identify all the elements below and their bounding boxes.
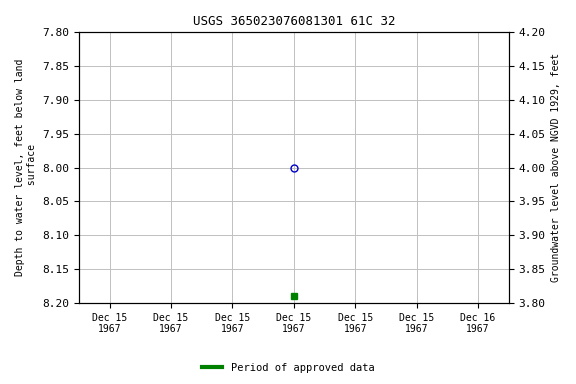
- Legend: Period of approved data: Period of approved data: [198, 359, 378, 377]
- Y-axis label: Groundwater level above NGVD 1929, feet: Groundwater level above NGVD 1929, feet: [551, 53, 561, 282]
- Y-axis label: Depth to water level, feet below land
 surface: Depth to water level, feet below land su…: [15, 59, 37, 276]
- Title: USGS 365023076081301 61C 32: USGS 365023076081301 61C 32: [192, 15, 395, 28]
